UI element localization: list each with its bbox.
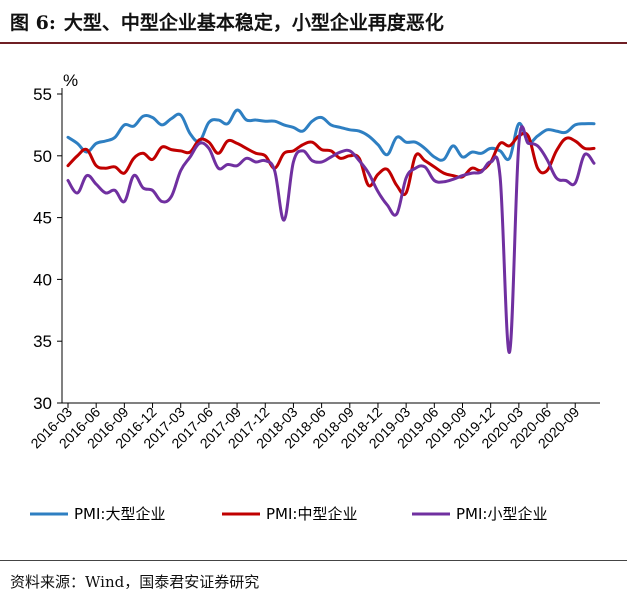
- y-axis-unit-label: %: [63, 71, 78, 90]
- series-line-large: [66, 108, 596, 162]
- chart-series-layer: [66, 108, 596, 354]
- pmi-line-chart: 303540455055%2016-032016-062016-092016-1…: [27, 71, 600, 523]
- y-tick-label: 55: [33, 85, 52, 104]
- y-tick-label: 40: [33, 270, 52, 289]
- legend-label-medium: PMI:中型企业: [266, 505, 357, 523]
- y-tick-label: 45: [33, 209, 52, 228]
- y-tick-label: 30: [33, 394, 52, 413]
- figure-title: 图 6: 大型、中型企业基本稳定，小型企业再度恶化: [10, 8, 444, 35]
- legend-label-small: PMI:小型企业: [456, 505, 547, 523]
- series-line-small: [66, 125, 596, 354]
- source-footer: 资料来源：Wind，国泰君安证券研究: [0, 560, 627, 599]
- y-tick-label: 50: [33, 147, 52, 166]
- legend-label-large: PMI:大型企业: [74, 505, 165, 523]
- figure-label: 图 6:: [10, 12, 56, 34]
- figure-title-text: 大型、中型企业基本稳定，小型企业再度恶化: [63, 12, 444, 34]
- source-note: 资料来源：Wind，国泰君安证券研究: [10, 573, 260, 591]
- figure-header: 图 6: 大型、中型企业基本稳定，小型企业再度恶化: [0, 0, 627, 44]
- y-tick-label: 35: [33, 332, 52, 351]
- series-line-medium: [66, 131, 596, 197]
- chart-legend: PMI:大型企业 PMI:中型企业 PMI:小型企业: [30, 505, 547, 523]
